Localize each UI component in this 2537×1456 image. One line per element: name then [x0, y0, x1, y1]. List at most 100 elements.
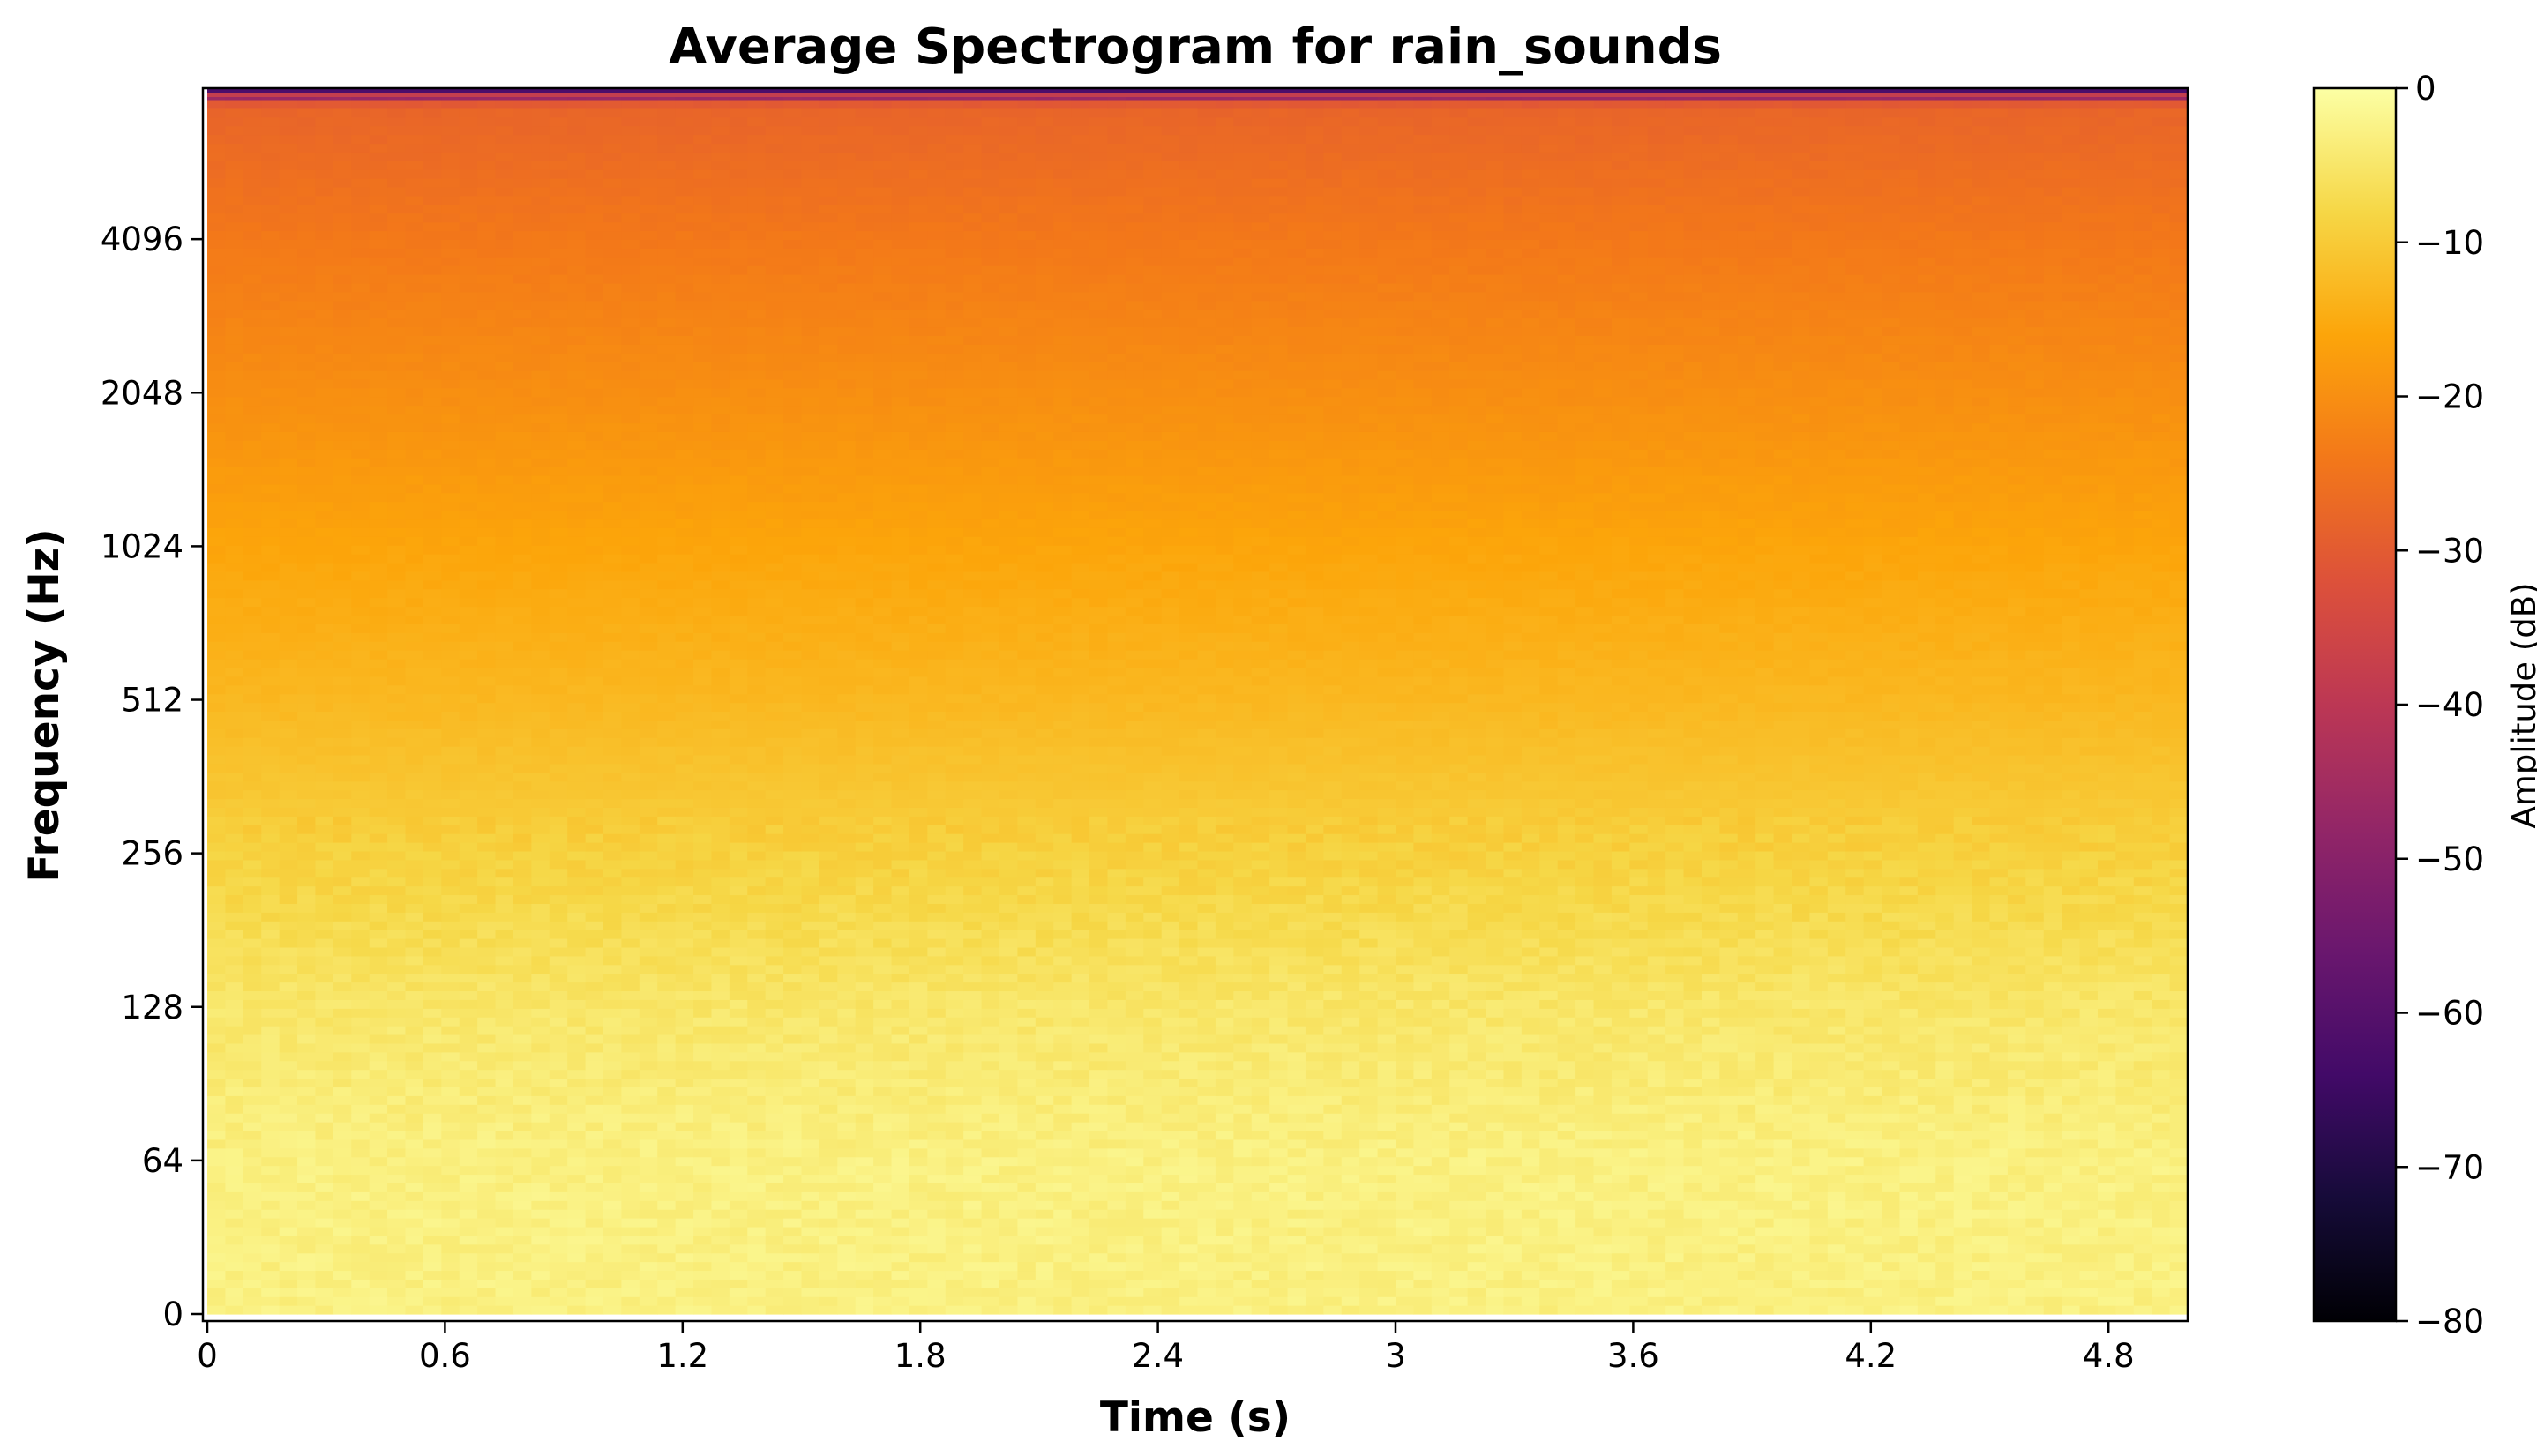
heatmap-cell: [1828, 1166, 1846, 1176]
heatmap-cell: [2044, 1209, 2062, 1219]
heatmap-cell: [693, 1183, 712, 1192]
heatmap-cell: [477, 1262, 496, 1272]
heatmap-cell: [982, 1244, 1000, 1254]
heatmap-cell: [693, 1279, 712, 1288]
heatmap-cell: [1828, 1279, 1846, 1288]
heatmap-cell: [261, 1148, 280, 1158]
heatmap-cell: [586, 1218, 604, 1228]
heatmap-cell: [297, 1262, 316, 1272]
heatmap-cell: [441, 1253, 460, 1263]
heatmap-cell: [676, 1227, 694, 1236]
heatmap-cell: [1252, 1270, 1270, 1280]
heatmap-cell: [1359, 1209, 1378, 1219]
heatmap-cell: [819, 1270, 838, 1280]
heatmap-cell: [370, 1288, 388, 1297]
heatmap-cell: [1413, 1157, 1432, 1167]
heatmap-cell: [1629, 1288, 1648, 1297]
heatmap-cell: [1864, 1218, 1882, 1228]
heatmap-cell: [550, 1296, 568, 1306]
heatmap-cell: [1935, 1236, 1954, 1245]
heatmap-cell: [1845, 1183, 1864, 1192]
heatmap-cell: [1882, 1174, 1900, 1183]
heatmap-cell: [909, 1191, 928, 1201]
heatmap-cell: [837, 1174, 856, 1183]
heatmap-cell: [441, 1270, 460, 1280]
heatmap-cell: [1629, 1183, 1648, 1192]
heatmap-cell: [441, 1218, 460, 1228]
heatmap-cell: [1755, 1279, 1774, 1288]
heatmap-cell: [1612, 1305, 1630, 1315]
heatmap-cell: [550, 1157, 568, 1167]
heatmap-cell: [477, 1191, 496, 1201]
heatmap-cell: [1072, 1209, 1090, 1219]
heatmap-cell: [1323, 1253, 1342, 1263]
heatmap-cell: [999, 1166, 1018, 1176]
heatmap-cell: [1252, 1209, 1270, 1219]
heatmap-cell: [1792, 1279, 1810, 1288]
heatmap-cell: [423, 1218, 442, 1228]
heatmap-cell: [1288, 1183, 1306, 1192]
heatmap-cell: [406, 1244, 424, 1254]
heatmap-cell: [892, 1305, 910, 1315]
heatmap-cell: [225, 1244, 243, 1254]
heatmap-cell: [1522, 1244, 1540, 1254]
heatmap-cell: [550, 1288, 568, 1297]
heatmap-cell: [982, 1166, 1000, 1176]
heatmap-cell: [1503, 1253, 1522, 1263]
heatmap-cell: [477, 1253, 496, 1263]
heatmap-cell: [657, 1148, 676, 1158]
heatmap-cell: [513, 1236, 532, 1245]
heatmap-cell: [657, 1262, 676, 1272]
heatmap-cell: [621, 1270, 640, 1280]
heatmap-cell: [819, 1288, 838, 1297]
heatmap-cell: [225, 1218, 243, 1228]
heatmap-cell: [2062, 1191, 2080, 1201]
heatmap-cell: [1684, 1262, 1703, 1272]
heatmap-cell: [1665, 1288, 1684, 1297]
heatmap-cell: [1342, 1288, 1360, 1297]
heatmap-cell: [1162, 1157, 1180, 1167]
heatmap-cell: [1323, 1209, 1342, 1219]
heatmap-cell: [1594, 1236, 1613, 1245]
heatmap-cell: [550, 1262, 568, 1272]
heatmap-cell: [1503, 1183, 1522, 1192]
heatmap-cell: [2080, 1209, 2099, 1219]
heatmap-cell: [460, 1218, 478, 1228]
heatmap-cell: [982, 1209, 1000, 1219]
heatmap-cell: [550, 1270, 568, 1280]
heatmap-cell: [1486, 1270, 1504, 1280]
heatmap-cell: [496, 1218, 514, 1228]
heatmap-cell: [1954, 1262, 1972, 1272]
heatmap-cell: [1179, 1288, 1198, 1297]
heatmap-cell: [2025, 1288, 2044, 1297]
heatmap-cell: [640, 1296, 658, 1306]
heatmap-cell: [1017, 1253, 1036, 1263]
heatmap-cell: [819, 1157, 838, 1167]
heatmap-cell: [567, 1236, 586, 1245]
heatmap-cell: [837, 1236, 856, 1245]
heatmap-cell: [1665, 1191, 1684, 1201]
heatmap-cell: [766, 1166, 784, 1176]
heatmap-cell: [2134, 1236, 2152, 1245]
heatmap-cell: [1738, 1270, 1756, 1280]
heatmap-cell: [657, 1191, 676, 1201]
heatmap-cell: [1036, 1183, 1054, 1192]
heatmap-cell: [802, 1200, 820, 1210]
heatmap-cell: [423, 1191, 442, 1201]
heatmap-cell: [1629, 1191, 1648, 1201]
heatmap-cell: [2080, 1200, 2099, 1210]
heatmap-cell: [1522, 1270, 1540, 1280]
heatmap-cell: [1792, 1244, 1810, 1254]
heatmap-cell: [873, 1305, 892, 1315]
heatmap-cell: [2098, 1270, 2116, 1280]
heatmap-cell: [1792, 1270, 1810, 1280]
heatmap-cell: [567, 1166, 586, 1176]
heatmap-cell: [1306, 1174, 1324, 1183]
heatmap-cell: [1089, 1296, 1108, 1306]
heatmap-cell: [1719, 1200, 1738, 1210]
heatmap-cell: [1612, 1209, 1630, 1219]
heatmap-cell: [1809, 1244, 1828, 1254]
heatmap-cell: [586, 1262, 604, 1272]
heatmap-cell: [819, 1148, 838, 1158]
heatmap-cell: [423, 1148, 442, 1158]
